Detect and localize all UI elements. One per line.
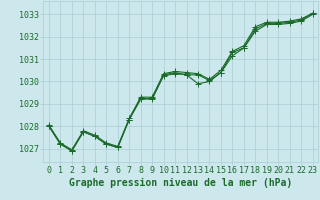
X-axis label: Graphe pression niveau de la mer (hPa): Graphe pression niveau de la mer (hPa) <box>69 178 292 188</box>
